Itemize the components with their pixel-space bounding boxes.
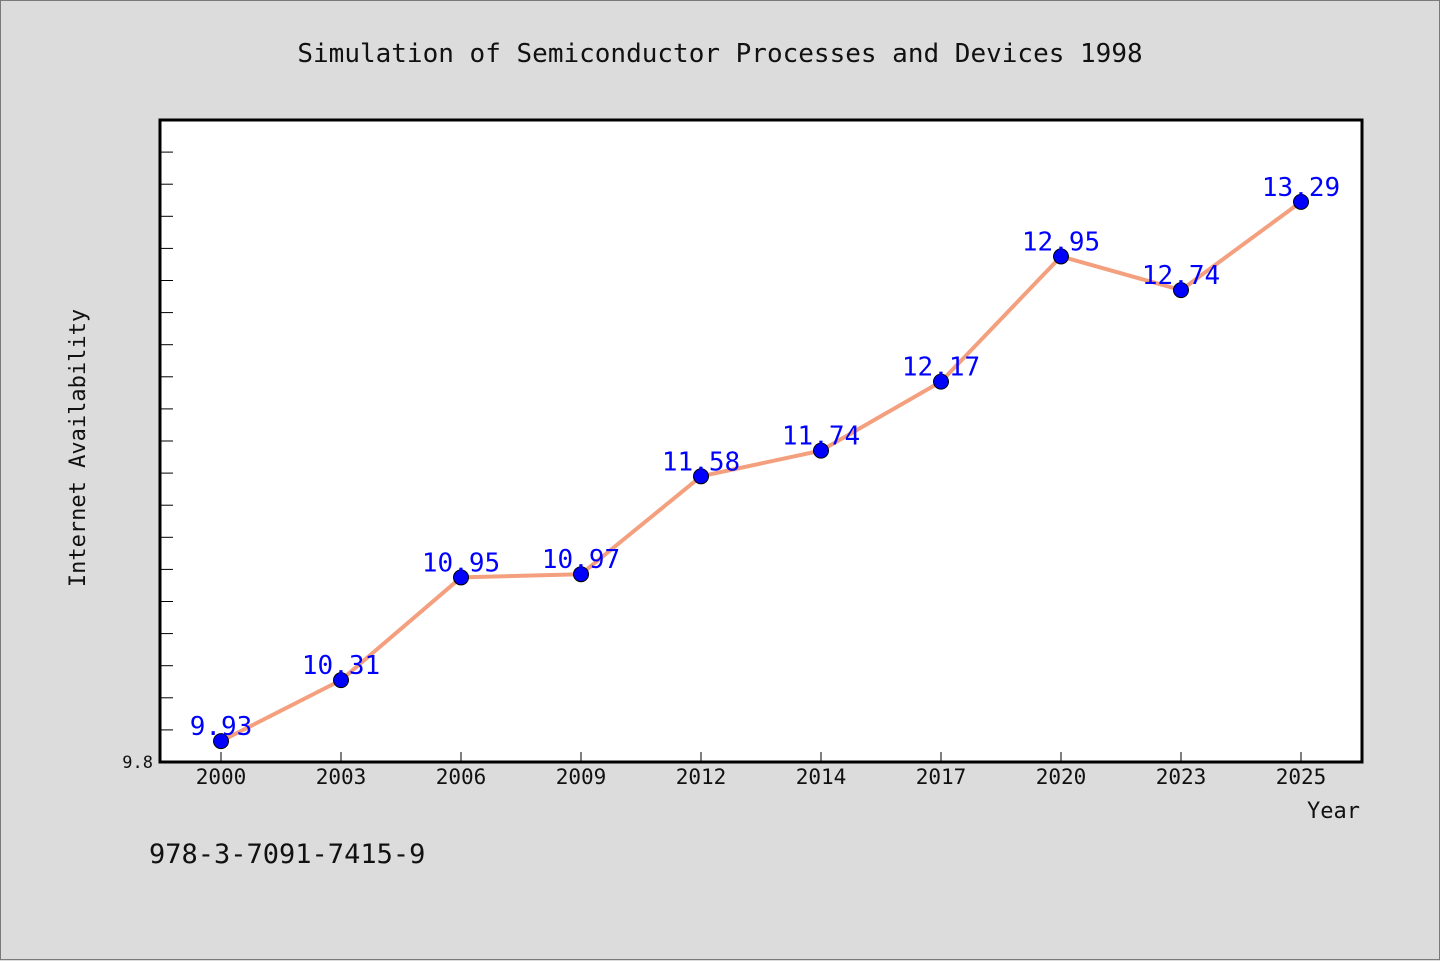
y-axis-ticks <box>160 119 173 763</box>
data-label: 10.31 <box>302 651 380 681</box>
data-point <box>693 468 709 485</box>
x-tick-labels: 2000 2003 2006 2009 2012 2014 2017 2020 2023 2025 <box>196 765 1327 789</box>
data-label: 12.95 <box>1022 227 1100 257</box>
x-tick-label: 2020 <box>1036 765 1087 789</box>
series-polyline <box>219 199 1303 744</box>
data-markers <box>213 193 1309 750</box>
isbn-label: 978-3-7091-7415-9 <box>149 839 425 870</box>
data-labels: 9.93 10.31 10.95 10.97 11.58 11.74 12.17 12.95 1… <box>190 173 1340 742</box>
x-tick-label: 2000 <box>196 765 247 789</box>
x-tick-label: 2014 <box>796 765 847 789</box>
x-tick-label: 2023 <box>1156 765 1207 789</box>
x-tick-label: 2017 <box>916 765 967 789</box>
data-point <box>1293 193 1309 210</box>
y-axis-title: Internet Availability <box>66 309 91 587</box>
series-line <box>219 199 1303 744</box>
x-axis-ticks <box>220 752 1302 762</box>
x-tick-label: 2025 <box>1276 765 1327 789</box>
plot-area <box>158 118 1364 764</box>
data-point <box>213 733 229 750</box>
data-point <box>573 566 589 583</box>
chart-title: Simulation of Semiconductor Processes an… <box>297 39 1142 69</box>
x-tick-label: 2009 <box>556 765 607 789</box>
x-tick-label: 2003 <box>316 765 367 789</box>
data-label: 9.93 <box>190 712 253 742</box>
data-label: 11.74 <box>782 422 860 452</box>
x-tick-label: 2006 <box>436 765 487 789</box>
data-point <box>1053 248 1069 265</box>
data-point <box>333 672 349 689</box>
data-label: 12.17 <box>902 353 980 383</box>
data-label: 11.58 <box>662 447 740 477</box>
data-point <box>933 373 949 390</box>
x-tick-label: 2012 <box>676 765 727 789</box>
data-label: 13.29 <box>1262 173 1340 203</box>
x-axis-title: Year <box>1307 799 1360 824</box>
data-point <box>1173 282 1189 299</box>
data-point <box>453 569 469 586</box>
data-label: 10.95 <box>422 548 500 578</box>
data-point <box>813 442 829 459</box>
y-tick-label: 9.8 <box>122 753 153 773</box>
data-label: 10.97 <box>542 545 620 575</box>
data-label: 12.74 <box>1142 261 1220 291</box>
